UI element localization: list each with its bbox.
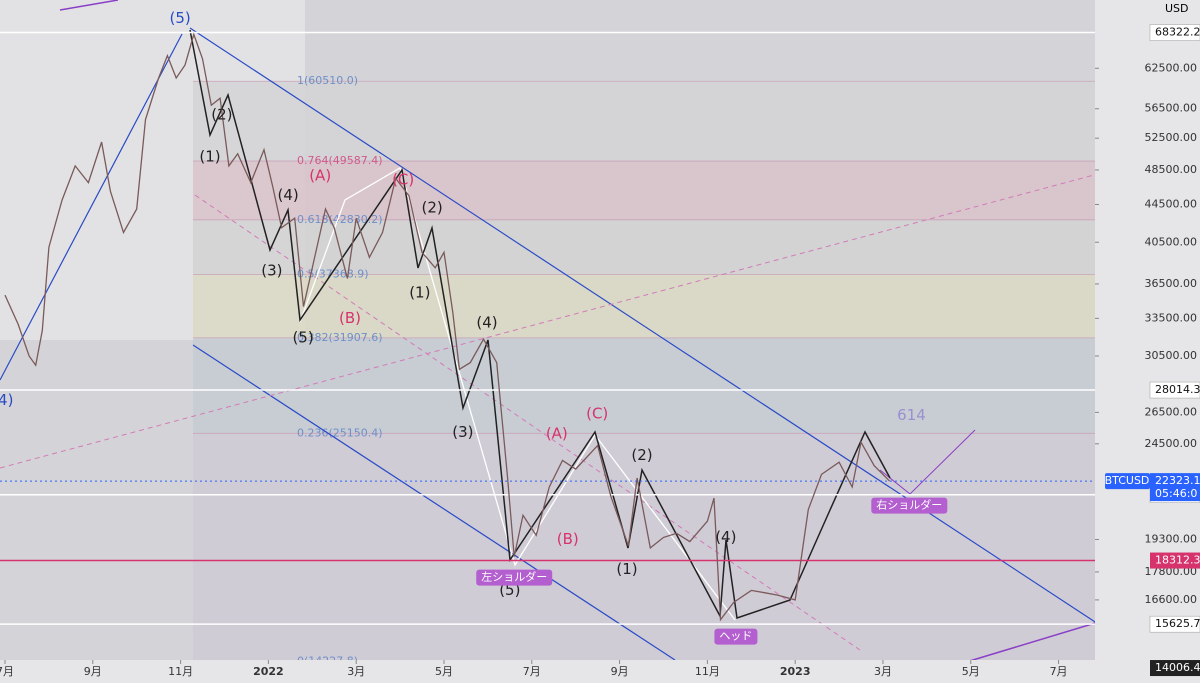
x-tick-label: 5月: [962, 665, 980, 678]
y-tick-label: 30500.00: [1145, 349, 1198, 362]
fib-band: [193, 337, 1095, 434]
price-label: 15625.7: [1155, 617, 1200, 630]
price-label: 18312.3: [1155, 554, 1200, 567]
last-price-label: 22323.1: [1155, 474, 1200, 487]
x-tick-label: 7月: [0, 665, 14, 678]
currency-label: USD: [1165, 2, 1189, 15]
price-line-series: [4, 32, 891, 622]
trend-line: [59, 0, 119, 11]
x-tick-label: 2023: [780, 665, 811, 678]
price-label-box: [1150, 552, 1200, 569]
y-tick-label: 33500.00: [1145, 311, 1198, 324]
wave-label: (B): [557, 530, 579, 548]
y-tick-label: 44500.00: [1145, 197, 1198, 210]
channel-line: [189, 27, 1151, 659]
wave-label: (1): [199, 147, 220, 165]
y-tick-label: 62500.00: [1145, 61, 1198, 74]
x-tick-label: 2022: [253, 665, 284, 678]
x-tick-label: 3月: [874, 665, 892, 678]
y-tick-label: 24500.00: [1145, 437, 1198, 450]
wave-line: [299, 167, 736, 621]
price-label: 28014.3: [1155, 383, 1200, 396]
x-tick-label: 7月: [523, 665, 541, 678]
fib-band: [193, 81, 1095, 162]
fib-label: 0.236(25150.4): [297, 426, 383, 439]
fib-label: 0.618(42830.2): [297, 213, 383, 226]
price-label: 68322.2: [1155, 26, 1200, 39]
price-axis: [1095, 0, 1200, 683]
fib-label: 0.5(37368.9): [297, 268, 369, 281]
wave-label: (B): [339, 309, 361, 327]
wave-label: (4): [715, 528, 736, 546]
fib-band: [193, 219, 1095, 275]
wave-label: (4): [278, 186, 299, 204]
price-label-box: [1149, 615, 1200, 633]
countdown-label: 05:46:0: [1155, 487, 1197, 500]
y-tick-label: 19300.00: [1145, 532, 1198, 545]
wave-label: (A): [546, 425, 568, 443]
price-label-box: [1149, 381, 1200, 399]
tag-label: ヘッド: [719, 630, 752, 643]
y-tick-label: 56500.00: [1145, 102, 1198, 115]
wave-label: (A): [309, 166, 331, 184]
wave-label: (4): [0, 391, 13, 409]
channel-line: [0, 33, 183, 381]
x-tick-label: 9月: [611, 665, 629, 678]
channel-line: [192, 344, 676, 661]
trend-line: [0, 159, 1151, 469]
y-tick-label: 52500.00: [1145, 131, 1198, 144]
wave-label: (3): [261, 261, 282, 279]
price-label: 14006.4: [1155, 661, 1200, 674]
x-tick-label: 9月: [84, 665, 102, 678]
wave-label: (5): [170, 9, 191, 27]
fib-band: [193, 433, 1095, 662]
wave-label: (5): [292, 328, 313, 346]
price-label-box: [1149, 24, 1200, 41]
tag-box: [714, 628, 758, 645]
y-tick-label: 16600.00: [1145, 593, 1198, 606]
wave-label: (2): [422, 199, 443, 217]
symbol-label: BTCUSD: [1105, 474, 1150, 487]
tag-label: 左ショルダー: [481, 570, 547, 584]
fib-label: 0.764(49587.4): [297, 154, 383, 167]
x-tick-label: 11月: [695, 665, 720, 678]
time-axis: [0, 660, 1095, 683]
x-tick-label: 5月: [435, 665, 453, 678]
last-price-box: [1150, 473, 1200, 502]
wave-label: 614: [897, 406, 926, 424]
y-tick-label: 36500.00: [1145, 277, 1198, 290]
wave-line: [189, 29, 891, 620]
y-tick-label: 26500.00: [1145, 405, 1198, 418]
wave-label: (C): [392, 171, 414, 189]
wave-label: (1): [409, 283, 430, 301]
tag-box: [476, 569, 553, 586]
tag-label: 右ショルダー: [876, 498, 942, 512]
tag-box: [871, 497, 948, 514]
fib-label: 1(60510.0): [297, 74, 358, 87]
y-tick-label: 40500.00: [1145, 235, 1198, 248]
symbol-box: [1105, 473, 1150, 490]
price-label-box: [1150, 660, 1200, 677]
x-tick-label: 3月: [347, 665, 365, 678]
wave-label: (2): [631, 446, 652, 464]
wave-label: (C): [586, 404, 608, 422]
wave-label: (2): [211, 106, 232, 124]
fib-band: [193, 274, 1095, 338]
fib-band: [193, 161, 1095, 220]
fib-label: 0.382(31907.6): [297, 331, 383, 344]
x-tick-label: 11月: [168, 665, 193, 678]
y-tick-label: 48500.00: [1145, 163, 1198, 176]
x-tick-label: 7月: [1050, 665, 1068, 678]
wave-label: (3): [452, 423, 473, 441]
wave-label: (1): [616, 560, 637, 578]
wave-label: (4): [476, 314, 497, 332]
